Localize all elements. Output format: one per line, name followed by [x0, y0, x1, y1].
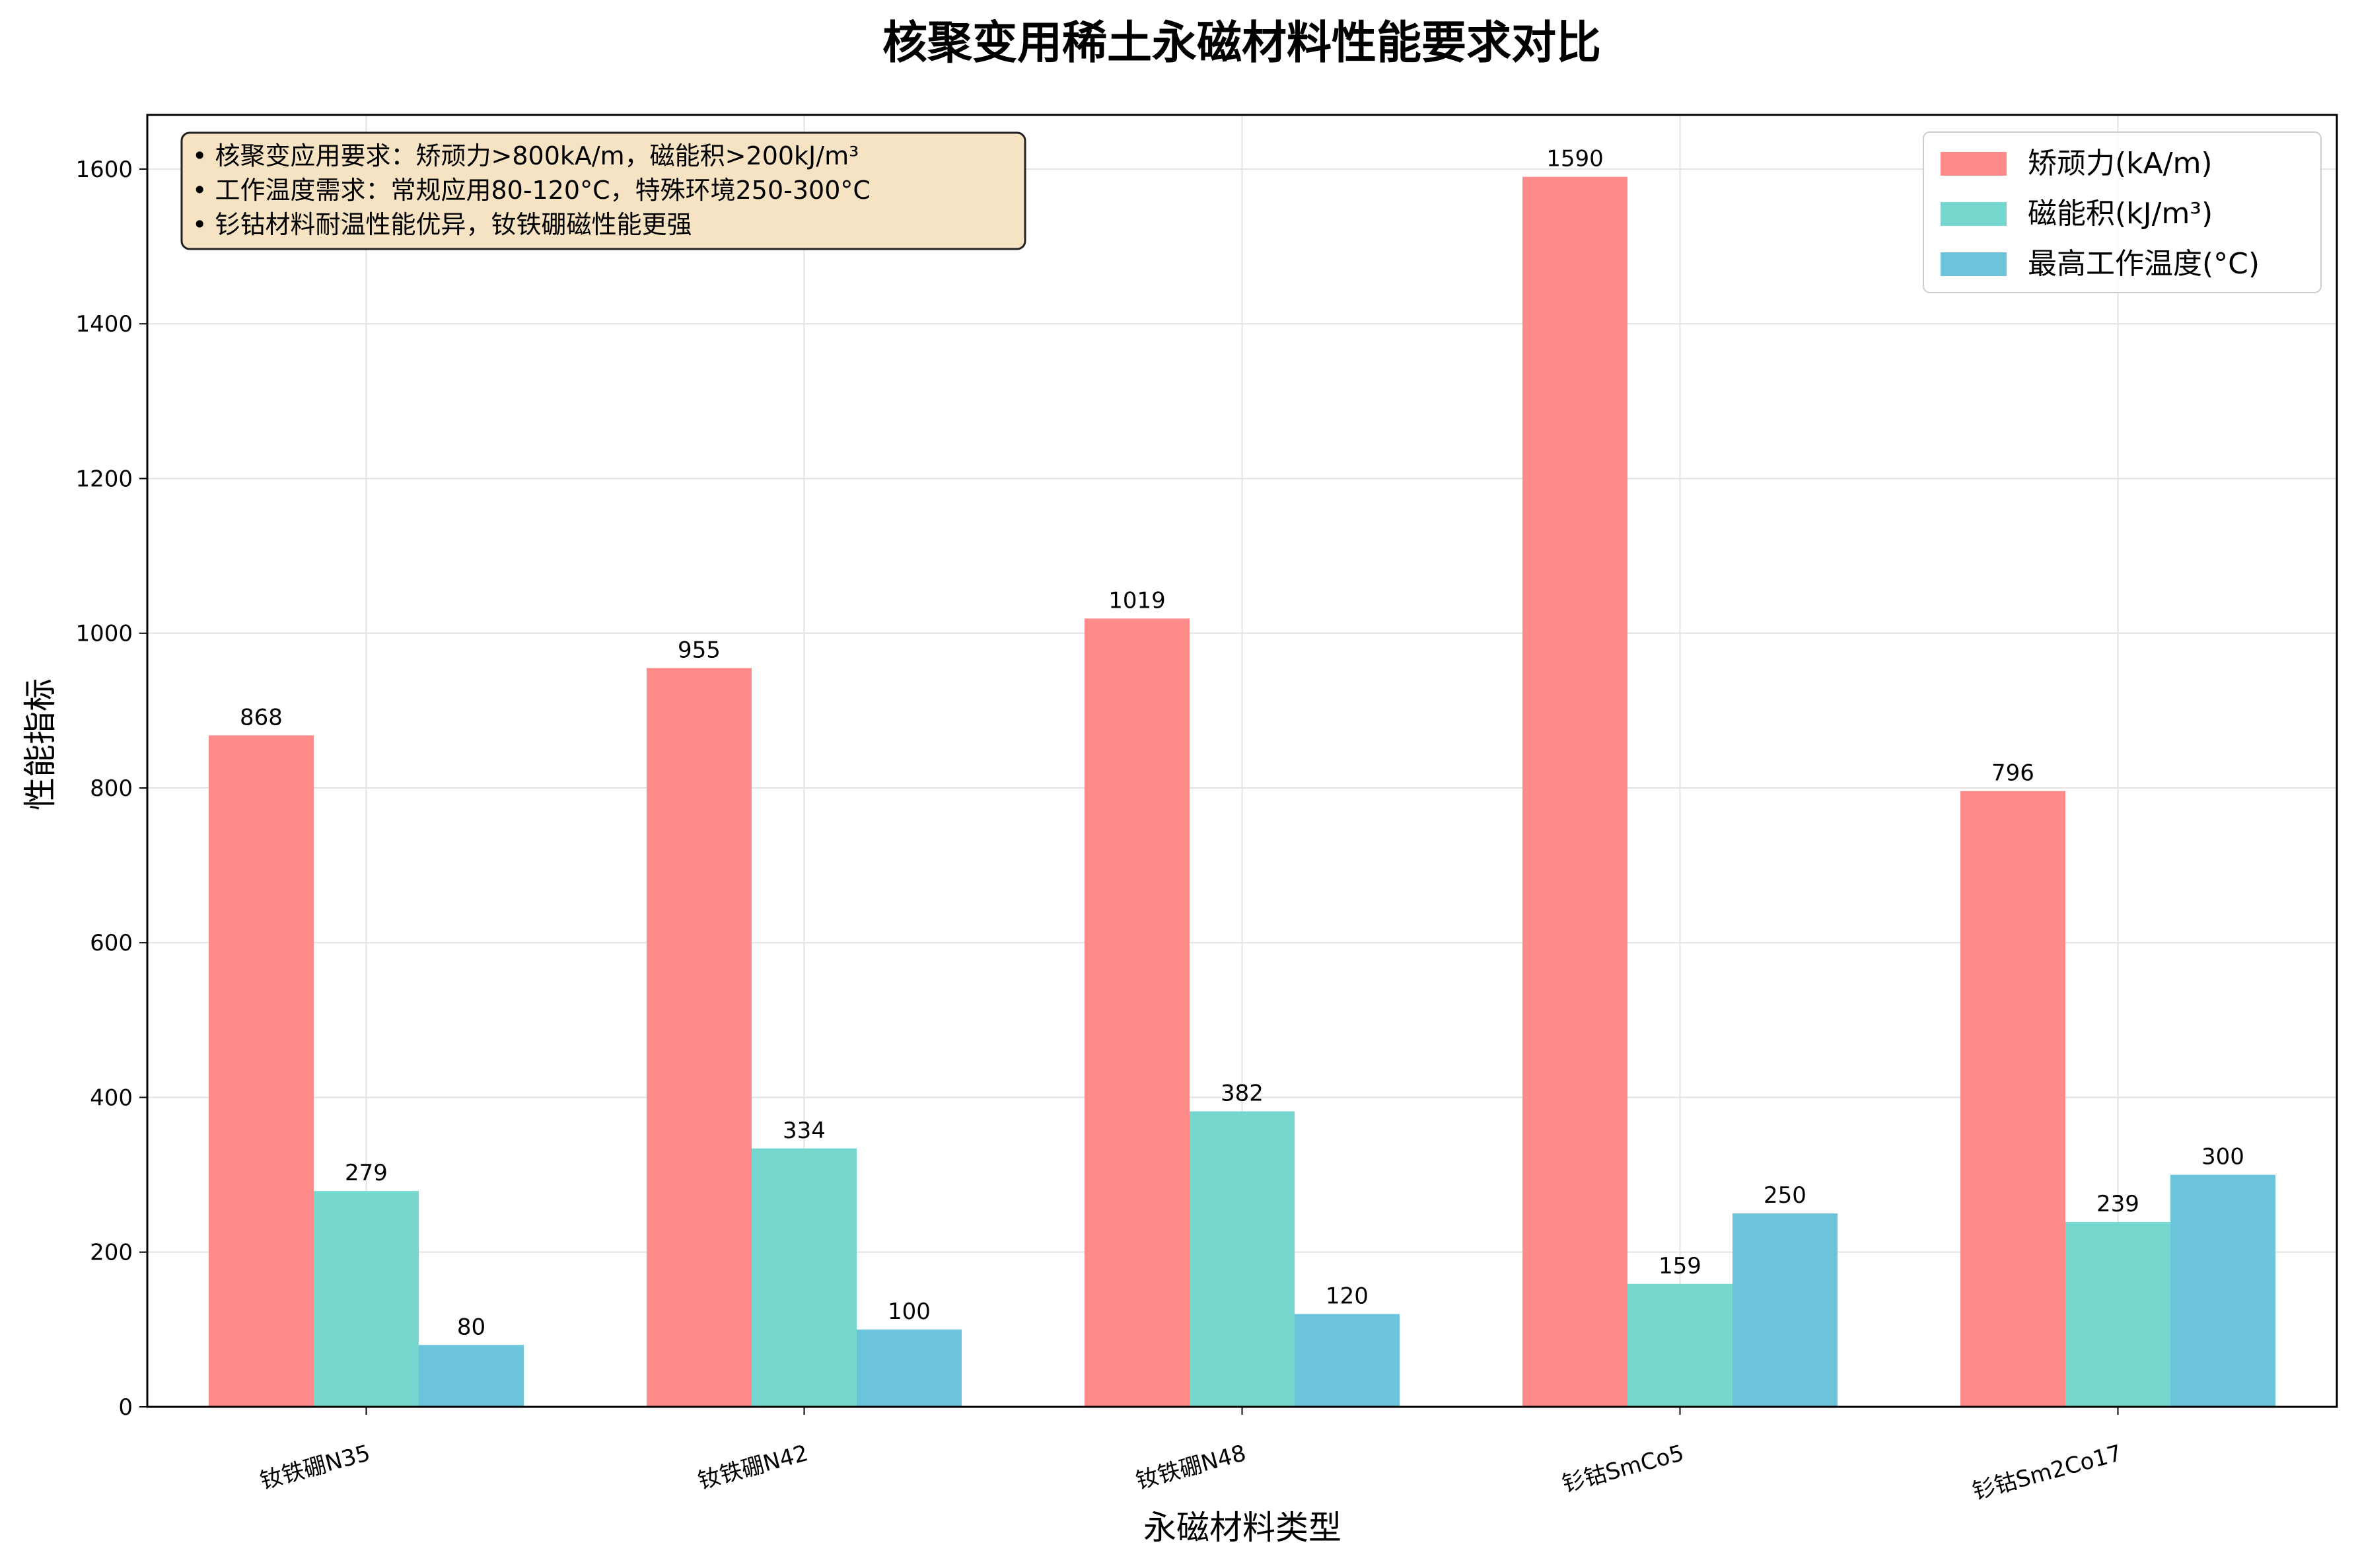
bar	[752, 1148, 857, 1407]
bar	[1627, 1283, 1733, 1407]
bar-value-label: 1019	[1108, 587, 1166, 614]
chart-title: 核聚变用稀土永磁材料性能要求对比	[882, 17, 1601, 69]
legend-swatch	[1941, 202, 2007, 226]
x-axis-title: 永磁材料类型	[1143, 1509, 1341, 1547]
bar	[1190, 1111, 1295, 1407]
y-tick-label: 0	[118, 1394, 133, 1421]
annotation-box: • 核聚变应用要求：矫顽力>800kA/m，磁能积>200kJ/m³ • 工作温度…	[180, 131, 1026, 250]
bar-value-label: 955	[678, 637, 721, 663]
bars	[209, 176, 2275, 1408]
legend: 矫顽力(kA/m) 磁能积(kJ/m³) 最高工作温度(°C)	[1923, 131, 2322, 293]
annotation-line: • 钐钴材料耐温性能优异，钕铁硼磁性能更强	[192, 210, 692, 239]
y-tick-label: 1000	[75, 621, 133, 647]
bar-value-label: 796	[1991, 760, 2034, 787]
y-tick-label: 600	[90, 930, 133, 956]
bar	[209, 735, 314, 1407]
y-axis-title: 性能指标	[21, 678, 59, 810]
legend-swatch	[1941, 252, 2007, 276]
y-tick-label: 800	[90, 775, 133, 802]
bar-value-label: 239	[2096, 1191, 2139, 1217]
annotation-line: • 核聚变应用要求：矫顽力>800kA/m，磁能积>200kJ/m³	[192, 141, 859, 170]
plot-frame	[146, 114, 2338, 1408]
bar	[1522, 176, 1627, 1408]
bar-value-label: 1590	[1546, 146, 1604, 172]
annotation-background	[180, 131, 1026, 250]
bar	[1085, 618, 1190, 1407]
bar	[2065, 1222, 2170, 1407]
bar-value-label: 120	[1326, 1283, 1369, 1309]
bar-value-label: 100	[888, 1299, 931, 1325]
bar-value-label: 300	[2201, 1144, 2244, 1170]
bar-value-label: 334	[783, 1118, 826, 1144]
y-tick-label: 200	[90, 1240, 133, 1266]
y-tick-label: 1600	[75, 157, 133, 183]
bar	[647, 668, 752, 1407]
legend-label: 矫顽力(kA/m)	[2028, 147, 2213, 180]
value-labels: 868 955 1019 1590 796 279 334 382 159 239 80 100 120…	[240, 146, 2244, 1341]
bar-value-label: 868	[240, 704, 283, 731]
bar	[1960, 791, 2065, 1407]
bar	[314, 1191, 419, 1407]
bar-value-label: 250	[1764, 1182, 1806, 1209]
bar	[419, 1345, 524, 1407]
bar	[1295, 1314, 1400, 1407]
bar-value-label: 382	[1221, 1081, 1264, 1107]
y-tick-label: 400	[90, 1085, 133, 1111]
y-tick-label: 1400	[75, 311, 133, 338]
annotation-line: • 工作温度需求：常规应用80-120°C，特殊环境250-300°C	[192, 176, 871, 205]
bar	[1733, 1213, 1838, 1407]
bar-value-label: 279	[345, 1160, 388, 1186]
bar-value-label: 80	[457, 1314, 485, 1340]
bar-value-label: 159	[1659, 1253, 1701, 1279]
legend-label: 最高工作温度(°C)	[2028, 247, 2260, 281]
bar	[2170, 1174, 2275, 1407]
legend-swatch	[1941, 152, 2007, 176]
legend-label: 磁能积(kJ/m³)	[2028, 197, 2213, 231]
bar	[857, 1329, 962, 1407]
y-tick-label: 1200	[75, 466, 133, 492]
